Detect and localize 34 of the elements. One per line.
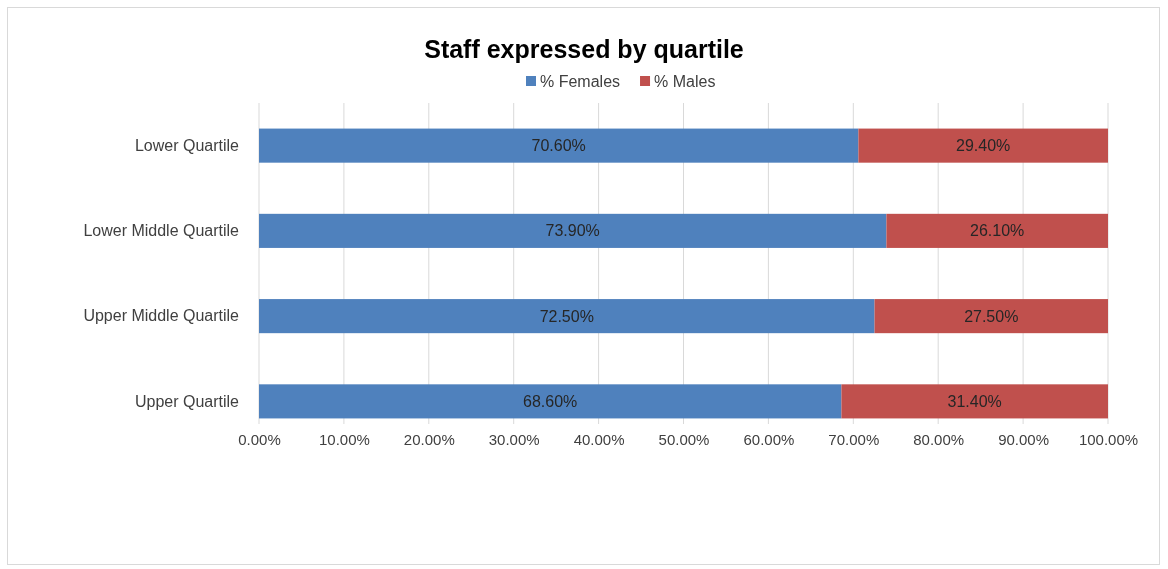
y-tick-label: Upper Middle Quartile (83, 307, 240, 325)
legend-label: % Males (654, 72, 716, 90)
x-tick-label: 30.00% (488, 430, 540, 448)
x-tick-label: 20.00% (403, 430, 455, 448)
data-label: 68.60% (523, 392, 578, 410)
x-tick-label: 80.00% (913, 430, 965, 448)
data-label: 70.60% (531, 137, 586, 155)
bar (259, 384, 842, 419)
data-label: 26.10% (970, 222, 1025, 240)
data-label: 72.50% (539, 307, 594, 325)
legend-label: % Females (540, 72, 621, 90)
x-tick-label: 100.00% (1078, 430, 1139, 448)
bar (858, 128, 1108, 163)
y-tick-label: Lower Quartile (134, 136, 240, 154)
x-tick-label: 0.00% (238, 430, 281, 448)
data-label: 29.40% (956, 137, 1011, 155)
bar (886, 213, 1108, 248)
data-label: 73.90% (545, 222, 600, 240)
bar (259, 128, 859, 163)
data-label: 27.50% (964, 307, 1019, 325)
x-tick-label: 40.00% (573, 430, 625, 448)
data-label: 31.40% (947, 392, 1002, 410)
x-tick-label: 10.00% (318, 430, 370, 448)
x-tick-label: 60.00% (743, 430, 795, 448)
x-tick-label: 50.00% (658, 430, 710, 448)
x-tick-label: 70.00% (828, 430, 880, 448)
chart-title: Staff expressed by quartile (424, 35, 744, 63)
y-tick-label: Lower Middle Quartile (83, 221, 240, 239)
bar (841, 384, 1108, 419)
bar (259, 213, 887, 248)
x-tick-label: 90.00% (998, 430, 1050, 448)
bar (259, 299, 875, 334)
bar (874, 299, 1108, 334)
y-tick-label: Upper Quartile (134, 392, 240, 410)
